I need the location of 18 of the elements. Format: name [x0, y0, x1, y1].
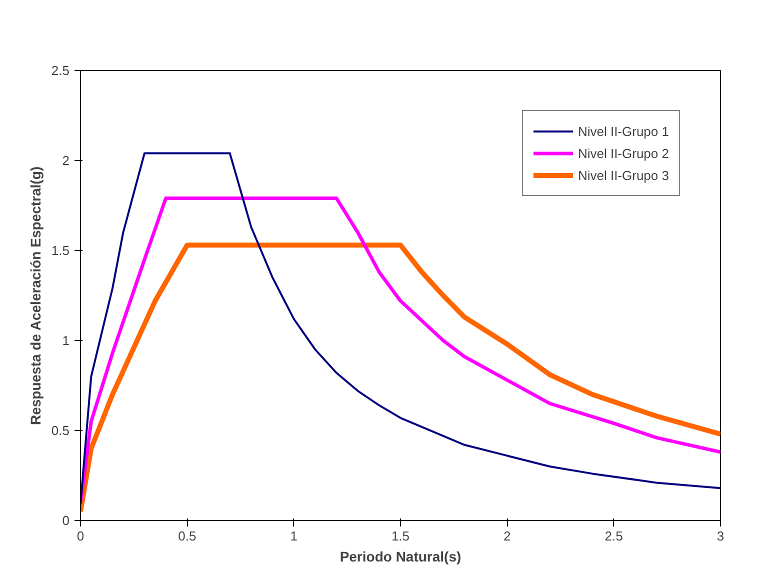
y-tick-label: 1.5	[51, 243, 70, 258]
legend-label: Nivel II-Grupo 2	[578, 146, 669, 160]
x-tick-label: 1.5	[391, 528, 410, 544]
x-tick-label: 1	[290, 528, 298, 544]
y-axis-title: Respuesta de Aceleración Espectral(g)	[27, 166, 44, 426]
x-tick-label: 0.5	[178, 528, 196, 544]
x-tick-label: 2.5	[604, 528, 623, 544]
y-tick-label: 2	[62, 153, 70, 168]
x-tick-label: 2	[504, 528, 511, 544]
y-tick-label: 0	[62, 513, 70, 528]
y-tick-label: 1	[62, 333, 70, 348]
x-tick-label: 3	[716, 528, 724, 544]
y-tick-label: 2.5	[51, 63, 70, 78]
x-axis-title: Periodo Natural(s)	[340, 548, 462, 564]
legend-label: Nivel II-Grupo 3	[578, 168, 669, 182]
y-tick-label: 0.5	[51, 423, 70, 438]
x-tick-label: 0	[76, 528, 84, 544]
legend-label: Nivel II-Grupo 1	[578, 124, 669, 138]
